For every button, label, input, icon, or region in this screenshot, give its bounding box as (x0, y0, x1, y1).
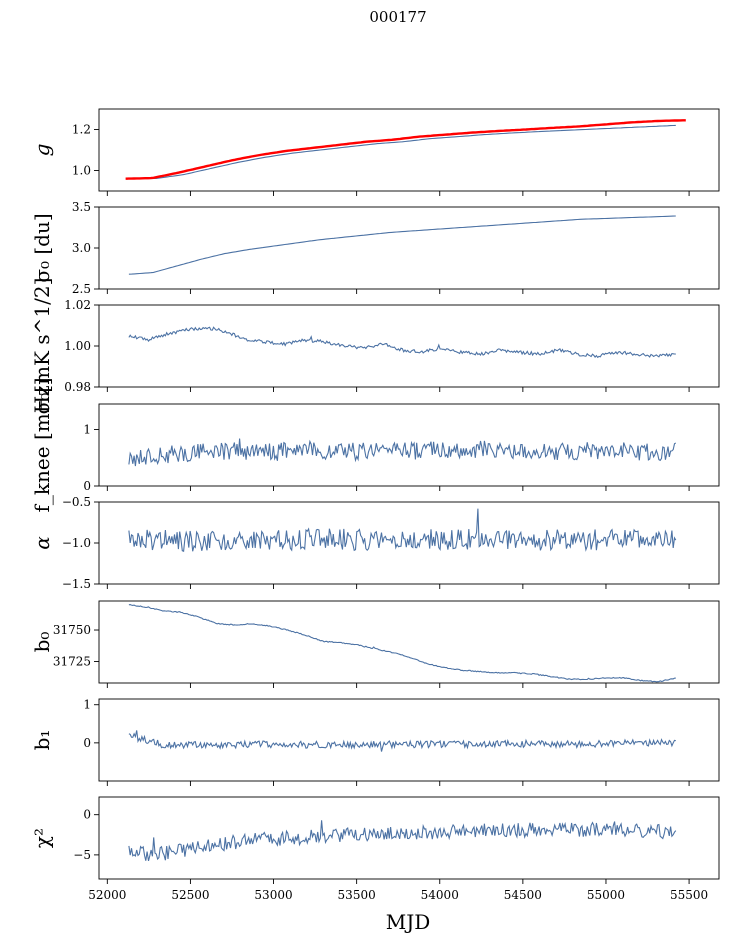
series-line-fknee-blue (128, 438, 677, 467)
series-line-b1-blue (128, 730, 676, 752)
y-tick-label-alpha: −1.0 (62, 536, 91, 550)
panel-b1: 0 1 b₁ (30, 698, 720, 786)
y-tick-label-sigma0-mk: 0.98 (64, 380, 91, 394)
series-line-sigma0-mk-blue (128, 326, 676, 359)
y-tick-label-fknee: 1 (83, 422, 91, 436)
panel-chi2: −5 0 52000 52500 53000 53500 54000 54500 55000 55… (30, 796, 720, 902)
y-tick-label-sigma0-du: 2.5 (72, 282, 91, 296)
x-tick-label: 52000 (88, 888, 126, 902)
figure-title: 000177 (369, 8, 426, 26)
y-tick-label-alpha: −0.5 (62, 495, 91, 509)
y-tick-label-alpha: −1.5 (62, 577, 91, 591)
y-axis-label-b0: b₀ (30, 632, 54, 653)
x-tick-label: 55000 (587, 888, 625, 902)
y-tick-label-sigma0-mk: 1.02 (64, 298, 91, 312)
axes-frame-chi2 (98, 796, 720, 880)
y-axis-label-b1: b₁ (30, 730, 54, 751)
series-line-g-blue (128, 124, 676, 180)
panel-sigma0-du: 2.5 3.0 3.5 σ₀ [du] (30, 200, 720, 296)
y-axis-label-sigma0-mk: σ₀[mK s^1/2] (30, 278, 54, 415)
axes-frame-g (98, 108, 720, 192)
y-axis-label-alpha: α (30, 536, 54, 550)
series-line-alpha-blue (128, 508, 677, 552)
x-tick-label: 54000 (421, 888, 459, 902)
y-axis-label-sigma0-du: σ₀ [du] (30, 213, 54, 282)
x-tick-label: 54500 (504, 888, 542, 902)
series-line-sigma0-du-blue (128, 215, 676, 275)
x-tick-label: 53000 (254, 888, 292, 902)
axes-frame-fknee (98, 403, 720, 487)
panels: 1.0 1.2 g 2.5 3.0 3.5 σ₀ [du] 0.98 1.00 1.02 σ₀[mK… (30, 108, 720, 902)
axes-frame-b0 (98, 600, 720, 684)
x-tick-label: 55500 (670, 888, 708, 902)
panel-alpha: −1.5 −1.0 −0.5 α (30, 495, 720, 591)
y-axis-label-g: g (30, 144, 54, 157)
x-tick-label: 53500 (338, 888, 376, 902)
y-tick-label-b0: 31750 (53, 623, 91, 637)
y-tick-label-sigma0-du: 3.0 (72, 241, 91, 255)
x-tick-label: 52500 (171, 888, 209, 902)
series-line-g-red (125, 119, 686, 180)
y-axis-label-chi2: χ² (30, 828, 54, 848)
y-tick-label-g: 1.2 (72, 123, 91, 137)
axes-frame-sigma0-mk (98, 304, 720, 388)
y-axis-label-fknee: f_knee [mHz] (30, 378, 54, 513)
y-tick-label-chi2: −5 (73, 848, 91, 862)
y-tick-label-fknee: 0 (83, 479, 91, 493)
y-tick-label-g: 1.0 (72, 164, 91, 178)
panel-sigma0-mk: 0.98 1.00 1.02 σ₀[mK s^1/2] (30, 278, 720, 415)
y-tick-label-sigma0-du: 3.5 (72, 200, 91, 214)
y-tick-label-chi2: 0 (83, 808, 91, 822)
y-tick-label-b1: 0 (83, 736, 91, 750)
axes-frame-sigma0-du (98, 206, 720, 290)
y-tick-label-b1: 1 (83, 698, 91, 712)
series-line-b0-blue (128, 604, 676, 683)
axes-frame-b1 (98, 698, 720, 782)
panel-g: 1.0 1.2 g (30, 108, 720, 196)
series-line-chi2-blue (128, 820, 677, 862)
x-axis-label: MJD (386, 910, 431, 934)
y-tick-label-sigma0-mk: 1.00 (64, 339, 91, 353)
panel-fknee: 0 1 f_knee [mHz] (30, 378, 720, 513)
y-tick-label-b0: 31725 (53, 655, 91, 669)
